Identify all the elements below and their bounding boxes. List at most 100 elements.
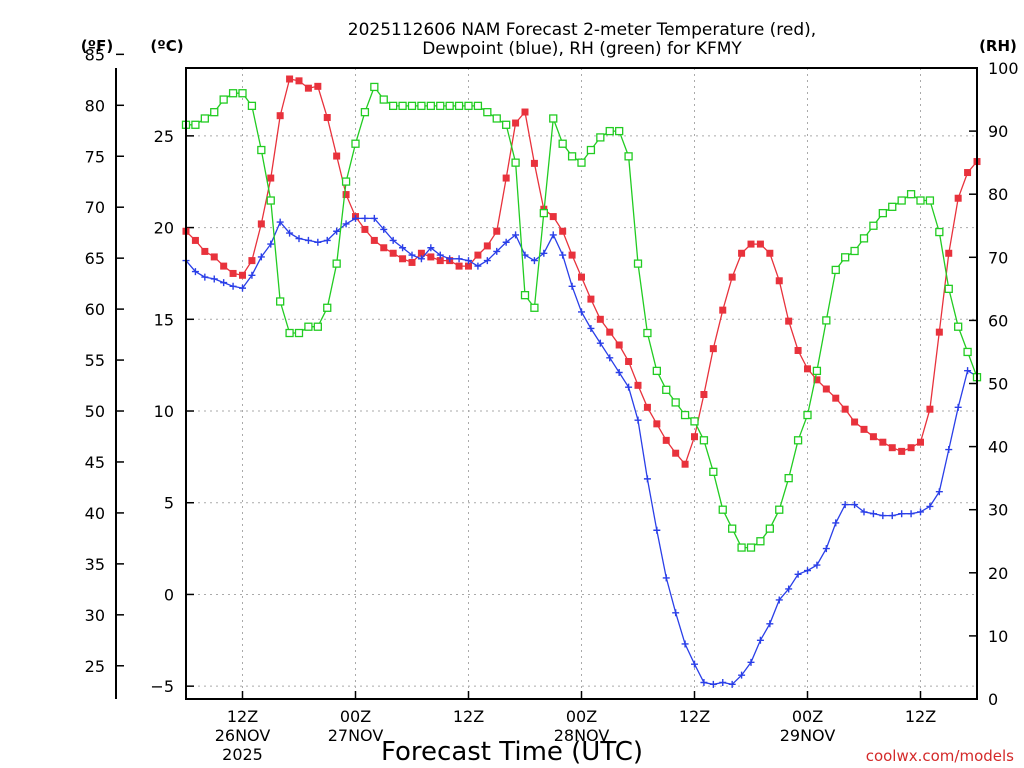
dewpoint-point	[926, 502, 934, 510]
rh-point	[389, 101, 398, 111]
series-temperature	[182, 75, 981, 468]
temperature-point	[512, 119, 520, 127]
dewpoint-point	[738, 671, 746, 679]
fahrenheit-tick-label: 85	[85, 45, 105, 64]
chart-title-line2: Dewpoint (blue), RH (green) for KFMY	[422, 39, 742, 59]
dewpoint-point	[389, 236, 397, 244]
celsius-tick-label: 10	[154, 402, 174, 421]
dewpoint-point	[643, 475, 651, 483]
dewpoint-point	[672, 609, 680, 617]
rh-point	[878, 208, 887, 218]
dewpoint-point	[512, 231, 520, 239]
temperature-point	[813, 376, 821, 384]
temperature-point	[210, 253, 218, 261]
temperature-point	[945, 249, 953, 257]
celsius-tick-label: −5	[150, 677, 174, 696]
x-tick-label: 00Z	[340, 707, 371, 726]
dewpoint-point	[352, 214, 359, 222]
x-tick-label: 29NOV	[780, 726, 836, 745]
rh-unit-label: (RH)	[979, 37, 1017, 55]
dewpoint-point	[860, 508, 868, 516]
temperature-point	[286, 75, 294, 83]
rh-tick-label: 10	[988, 627, 1008, 646]
dewpoint-point	[785, 585, 793, 593]
rh-tick-label: 30	[988, 501, 1008, 520]
rh-point	[643, 328, 652, 338]
dewpoint-point	[220, 279, 228, 287]
temperature-line	[185, 78, 978, 466]
temperature-point	[898, 447, 906, 455]
dewpoint-point	[587, 324, 595, 332]
celsius-tick-label: 0	[164, 585, 174, 604]
rh-point	[492, 114, 501, 123]
fahrenheit-axis: 25 30 35 40 45 50 55 60 65 70 75 80 85	[85, 45, 124, 699]
dewpoint-point	[408, 251, 416, 259]
rh-tick-label: 0	[988, 690, 998, 709]
temperature-point	[709, 345, 717, 353]
fahrenheit-tick-label: 70	[85, 198, 105, 217]
rh-point	[859, 234, 869, 243]
rh-point	[850, 246, 859, 256]
rh-point	[784, 473, 793, 483]
rh-point	[332, 259, 341, 268]
rh-point	[831, 265, 840, 275]
temperature-point	[766, 249, 774, 257]
temperature-point	[794, 346, 802, 354]
dewpoint-point	[417, 255, 425, 263]
dewpoint-point	[615, 368, 623, 376]
dewpoint-point	[446, 255, 454, 263]
rh-point	[228, 89, 238, 98]
temperature-point	[785, 317, 793, 325]
rh-point	[765, 524, 774, 533]
temperature-point	[568, 251, 576, 259]
temperature-point	[436, 257, 444, 265]
dewpoint-point	[747, 658, 755, 666]
temperature-point	[191, 236, 199, 244]
temperature-point	[917, 438, 924, 446]
rh-point	[756, 537, 765, 546]
temperature-point	[879, 438, 887, 446]
dewpoint-point	[248, 271, 256, 279]
rh-point	[370, 82, 379, 92]
rh-point	[596, 133, 605, 142]
credit-text: coolwx.com/models	[866, 747, 1014, 765]
rh-point	[191, 120, 200, 129]
temperature-point	[587, 295, 595, 303]
temperature-point	[474, 251, 482, 259]
rh-point	[464, 101, 473, 111]
rh-point	[935, 227, 944, 237]
temperature-point	[370, 236, 378, 244]
dewpoint-point	[851, 501, 859, 509]
rh-point	[247, 101, 257, 111]
dewpoint-point	[935, 488, 943, 496]
dewpoint-point	[239, 284, 246, 292]
dewpoint-point	[549, 231, 557, 239]
rh-point	[530, 303, 539, 312]
fahrenheit-tick-label: 30	[85, 606, 105, 625]
temperature-point	[267, 174, 275, 182]
celsius-tick-label: 5	[164, 494, 174, 513]
temperature-point	[954, 194, 962, 202]
dewpoint-point	[483, 257, 491, 265]
dewpoint-point	[474, 262, 482, 270]
rh-point	[219, 95, 228, 104]
temperature-point	[832, 394, 840, 402]
rh-point	[351, 139, 360, 148]
temperature-point	[304, 84, 312, 92]
rh-point	[662, 385, 671, 394]
dewpoint-point	[954, 403, 962, 411]
rh-point	[398, 101, 407, 111]
rh-point	[539, 208, 548, 218]
dewpoint-point	[794, 570, 802, 578]
rh-point	[728, 524, 737, 533]
rh-point	[615, 126, 624, 136]
temperature-point	[888, 444, 896, 452]
dewpoint-point	[323, 236, 331, 244]
dewpoint-point	[662, 574, 670, 582]
rh-point	[549, 114, 558, 123]
temperature-point	[201, 247, 209, 255]
rh-point	[520, 291, 530, 300]
temperature-point	[361, 225, 369, 233]
rh-point	[483, 108, 492, 117]
x-tick-label: 12Z	[679, 707, 710, 726]
